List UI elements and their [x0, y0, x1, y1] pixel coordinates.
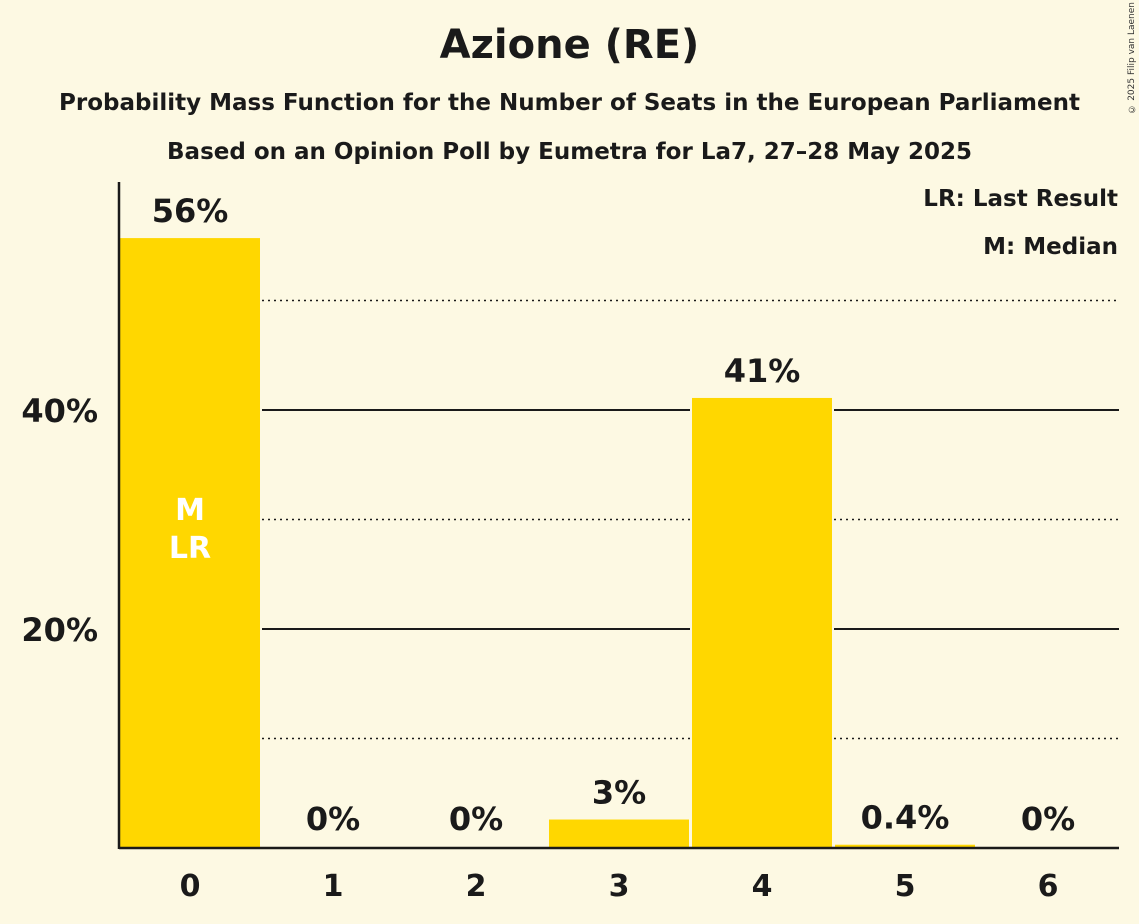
legend-median: M: Median [983, 234, 1118, 260]
value-label: 0% [306, 800, 360, 838]
x-tick-label: 2 [466, 869, 487, 904]
bar-5 [835, 844, 975, 848]
x-tick-label: 6 [1038, 869, 1059, 904]
y-tick-label: 40% [21, 392, 98, 430]
value-label: 0.4% [861, 799, 950, 837]
x-tick-label: 4 [752, 869, 773, 904]
value-label: 0% [449, 800, 503, 838]
median-marker: M [175, 493, 205, 528]
bar-3 [549, 819, 689, 848]
chart-title: Azione (RE) [439, 22, 700, 68]
bar-0 [120, 238, 260, 848]
last-result-marker: LR [169, 531, 211, 566]
x-tick-label: 1 [323, 869, 344, 904]
bar-4 [692, 397, 832, 848]
legend-last-result: LR: Last Result [923, 186, 1118, 212]
chart-subtitle: Probability Mass Function for the Number… [59, 90, 1080, 116]
value-label: 3% [592, 774, 646, 812]
y-tick-label: 20% [21, 611, 98, 649]
value-label: 56% [152, 192, 229, 230]
value-label: 41% [724, 352, 801, 390]
chart-subtitle-poll: Based on an Opinion Poll by Eumetra for … [167, 139, 972, 165]
x-tick-label: 0 [180, 869, 201, 904]
x-tick-label: 5 [895, 869, 916, 904]
x-tick-label: 3 [609, 869, 630, 904]
value-label: 0% [1021, 800, 1075, 838]
